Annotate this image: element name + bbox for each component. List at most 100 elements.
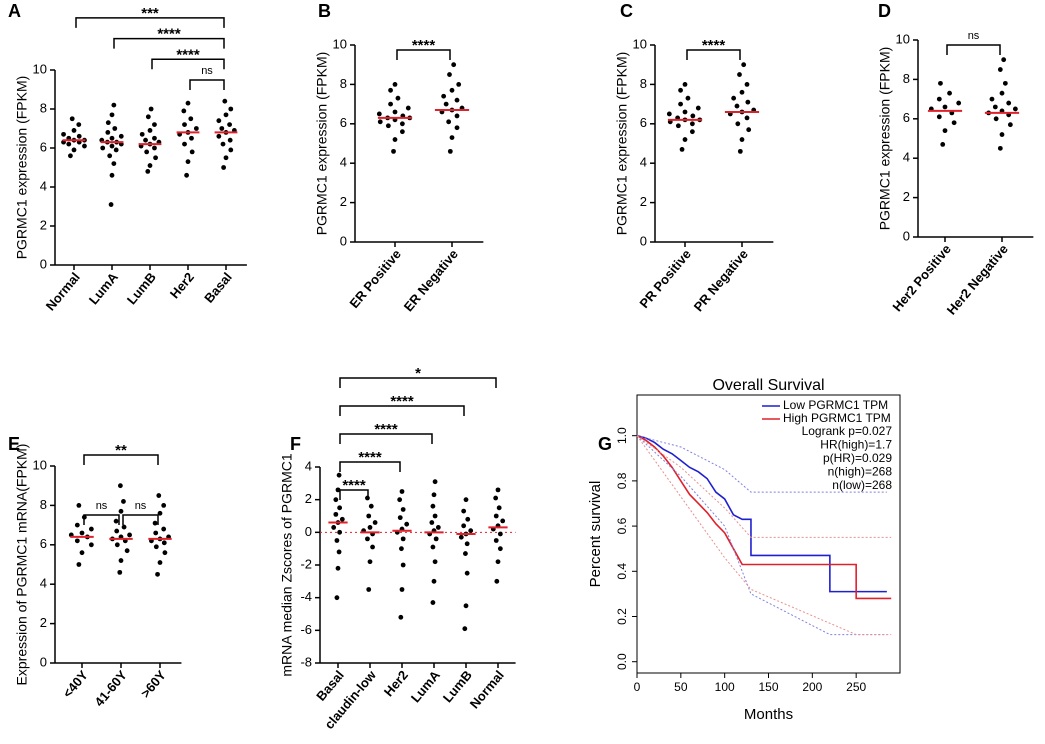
x-tick-label: 50	[674, 680, 688, 694]
data-point	[334, 595, 340, 601]
data-point	[148, 106, 154, 112]
data-point	[109, 172, 115, 178]
confidence-line	[636, 435, 892, 538]
data-point	[465, 516, 471, 522]
data-point	[1006, 100, 1012, 106]
data-point	[161, 526, 167, 532]
y-tick-label: 0.8	[615, 472, 629, 489]
y-axis-label: PGRMC1 expression (FPKM)	[877, 47, 893, 231]
data-point	[112, 126, 118, 131]
data-point	[388, 87, 393, 93]
data-point	[68, 153, 73, 159]
data-point	[153, 530, 159, 536]
data-point	[397, 497, 403, 503]
data-point	[127, 532, 132, 538]
data-point	[76, 133, 82, 139]
data-point	[1002, 80, 1008, 86]
data-point	[182, 141, 187, 147]
y-tick-label: -2	[300, 556, 312, 571]
data-point	[679, 147, 685, 152]
data-point	[372, 520, 378, 525]
data-point	[385, 123, 391, 129]
data-point	[454, 113, 460, 119]
y-tick-label: 0	[640, 233, 647, 248]
significance-label: ****	[702, 37, 726, 54]
data-point	[731, 95, 737, 101]
data-point	[400, 507, 406, 512]
data-point	[145, 169, 151, 174]
data-point	[331, 525, 337, 530]
y-tick-label: 2	[40, 217, 47, 232]
y-tick-label: 2	[640, 194, 647, 209]
data-point	[220, 141, 226, 147]
data-point	[429, 520, 435, 525]
data-point	[690, 113, 696, 119]
y-tick-label: 0	[340, 233, 347, 248]
y-tick-label: 2	[40, 615, 47, 630]
data-point	[746, 127, 752, 133]
y-tick-label: 10	[633, 36, 647, 51]
data-point	[108, 202, 114, 207]
significance-label: ****	[358, 449, 382, 466]
data-point	[366, 587, 372, 592]
data-point	[447, 72, 452, 77]
data-point	[117, 483, 123, 489]
data-point	[117, 569, 123, 575]
y-tick-label: 4	[40, 178, 47, 193]
data-point	[500, 518, 506, 524]
significance-bracket	[151, 58, 225, 70]
data-point	[739, 137, 745, 142]
y-tick-label: 6	[40, 536, 47, 551]
data-point	[1001, 57, 1007, 63]
data-point	[336, 549, 342, 555]
x-tick-label: Her2	[167, 269, 197, 301]
x-tick-label: PR Positive	[636, 246, 693, 310]
data-point	[938, 80, 943, 86]
y-tick-label: -8	[300, 654, 312, 669]
data-point	[74, 522, 80, 528]
data-point	[433, 536, 439, 542]
data-point	[1007, 122, 1013, 128]
significance-bracket	[83, 454, 159, 465]
x-tick-label: Normal	[43, 269, 83, 313]
y-tick-label: 0	[305, 524, 312, 539]
y-tick-label: 6	[903, 110, 910, 125]
y-tick-label: 10	[896, 31, 910, 46]
data-point	[118, 558, 124, 563]
data-point	[367, 559, 373, 565]
data-point	[193, 126, 199, 131]
data-point	[462, 626, 468, 632]
data-point	[76, 122, 82, 127]
data-point	[221, 165, 227, 170]
significance-bracket	[189, 79, 225, 90]
significance-bracket	[339, 489, 369, 500]
data-point	[152, 122, 157, 127]
data-point	[147, 163, 153, 168]
data-point	[114, 528, 120, 534]
data-point	[370, 544, 375, 550]
y-tick-label: 2	[305, 491, 312, 506]
data-point	[400, 562, 406, 568]
data-point	[399, 129, 405, 135]
data-point	[152, 135, 157, 141]
x-tick-label: <40Y	[60, 667, 91, 700]
x-tick-label: 200	[802, 680, 822, 694]
survival-curve	[636, 434, 892, 600]
data-point	[745, 99, 751, 105]
significance-label: ****	[176, 46, 200, 63]
data-point	[666, 111, 672, 117]
data-point	[139, 131, 145, 137]
data-point	[735, 121, 741, 127]
data-point	[956, 100, 962, 106]
data-point	[678, 87, 683, 93]
significance-label: ****	[157, 26, 181, 43]
data-point	[185, 159, 191, 165]
data-point	[337, 505, 343, 511]
data-point	[449, 135, 455, 140]
y-tick-label: 0	[40, 256, 47, 271]
y-axis-label: PGRMC1 expression (FPKM)	[14, 76, 30, 260]
data-point	[737, 148, 743, 154]
data-point	[463, 603, 469, 609]
data-point	[999, 90, 1005, 96]
y-tick-label: 1.0	[615, 427, 629, 444]
